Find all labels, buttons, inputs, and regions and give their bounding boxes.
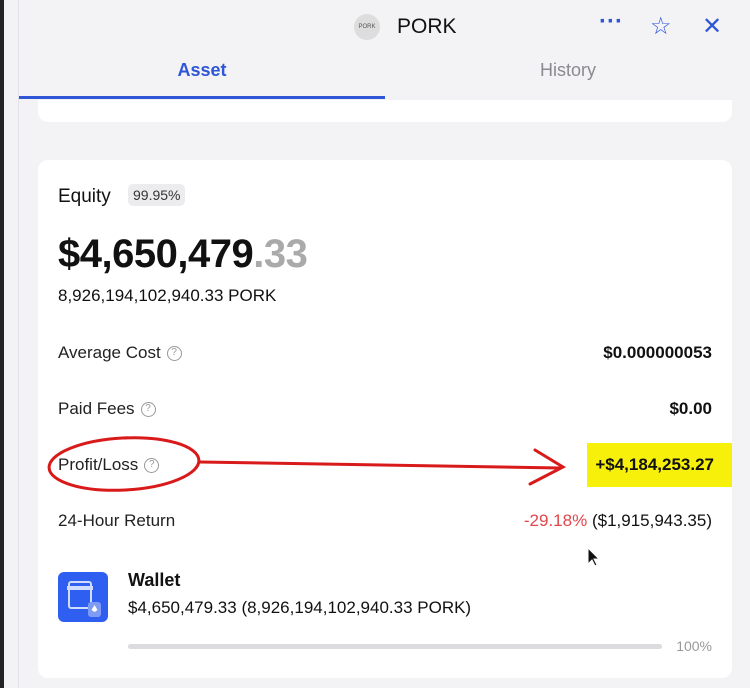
tab-asset[interactable]: Asset <box>177 60 227 80</box>
profit-loss-value: +$4,184,253.27 <box>587 443 732 487</box>
paid-fees-label: Paid Fees <box>58 399 135 418</box>
help-icon[interactable]: ? <box>140 402 156 418</box>
paid-fees-row: Paid Fees? $0.00 <box>58 399 712 423</box>
equity-card: Equity 99.95% $4,650,479.33 8,926,194,10… <box>38 160 732 678</box>
equity-label: Equity <box>58 186 111 207</box>
paid-fees-value: $0.00 <box>669 399 712 418</box>
equity-value: $4,650,479.33 <box>58 232 308 277</box>
wallet-share-bar <box>128 644 662 649</box>
wallet-icon <box>58 572 108 622</box>
close-icon[interactable]: ✕ <box>702 13 723 40</box>
annotation-arrow <box>198 448 567 486</box>
wallet-value: $4,650,479.33 (8,926,194,102,940.33 PORK… <box>128 598 472 617</box>
help-icon[interactable]: ? <box>144 458 160 474</box>
tab-history[interactable]: History <box>539 60 596 80</box>
token-amount: 8,926,194,102,940.33 PORK <box>58 286 277 305</box>
average-cost-value: $0.000000053 <box>603 343 712 362</box>
24h-return-row: 24-Hour Return -29.18% ($1,915,943.35) <box>58 511 712 535</box>
help-icon[interactable]: ? <box>166 346 182 362</box>
24h-return-amount: ($1,915,943.35) <box>591 511 712 530</box>
24h-return-pct: -29.18% <box>523 511 588 530</box>
average-cost-label: Average Cost <box>58 343 161 362</box>
equity-value-main: $4,650,479 <box>58 232 254 276</box>
annotation-circle <box>47 436 201 492</box>
previous-card <box>38 100 732 122</box>
profit-loss-label: Profit/Loss <box>58 455 139 474</box>
token-title: PORK <box>397 15 457 38</box>
equity-value-decimal: .33 <box>253 232 308 276</box>
wallet-name: Wallet <box>128 570 181 590</box>
24h-return-label: 24-Hour Return <box>58 511 176 530</box>
wallet-share-pct: 100% <box>676 638 712 654</box>
tab-bar: Asset History <box>19 56 750 100</box>
window-edge <box>0 0 4 688</box>
equity-badge: 99.95% <box>128 184 186 206</box>
wallet-share-fill <box>128 644 662 649</box>
average-cost-row: Average Cost? $0.000000053 <box>58 343 712 367</box>
profit-loss-row: Profit/Loss? +$4,184,253.27 <box>58 443 732 487</box>
active-tab-indicator <box>19 96 385 99</box>
token-logo: PORK <box>354 14 380 40</box>
header: PORK PORK ··· ☆ ✕ <box>19 0 750 56</box>
star-icon[interactable]: ☆ <box>650 13 672 40</box>
divider <box>18 0 19 688</box>
more-icon[interactable]: ··· <box>599 8 623 35</box>
